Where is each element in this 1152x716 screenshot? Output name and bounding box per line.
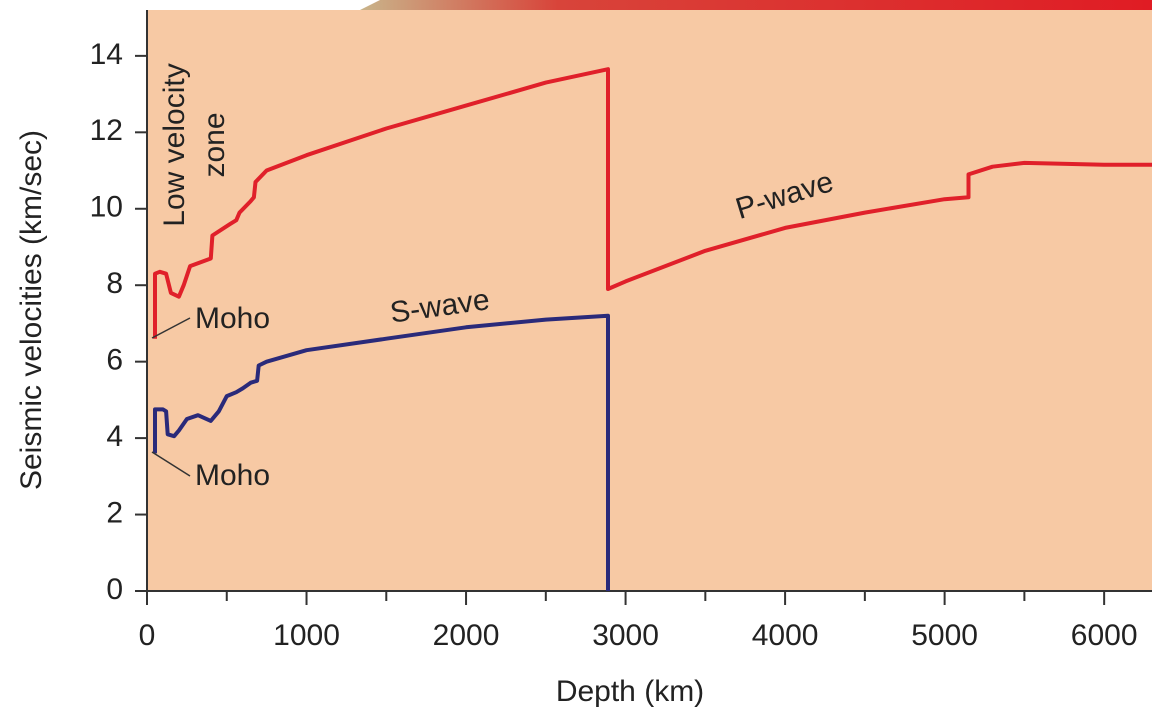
x-tick-label: 3000 — [592, 619, 659, 652]
x-tick-label: 2000 — [433, 619, 500, 652]
page: {"chart_data": { "type": "line", "xlabel… — [0, 0, 1152, 716]
annotation: Moho — [195, 302, 270, 335]
y-tick-label: 2 — [106, 496, 123, 529]
annotation: Low velocity — [158, 63, 191, 226]
x-tick-label: 1000 — [273, 619, 340, 652]
y-tick-label: 8 — [106, 267, 123, 300]
y-tick-label: 14 — [90, 38, 123, 71]
x-tick-label: 0 — [139, 619, 156, 652]
annotation: Moho — [195, 459, 270, 492]
annotation: zone — [198, 112, 231, 177]
y-tick-label: 10 — [90, 191, 123, 224]
x-tick-label: 6000 — [1071, 619, 1138, 652]
x-axis-title: Depth (km) — [556, 675, 704, 708]
y-tick-label: 0 — [106, 573, 123, 606]
y-tick-label: 6 — [106, 344, 123, 377]
plot-area — [147, 10, 1152, 591]
y-axis-title: Seismic velocities (km/sec) — [15, 130, 48, 490]
x-tick-label: 5000 — [911, 619, 978, 652]
x-tick-label: 4000 — [752, 619, 819, 652]
decorative-band — [360, 0, 1152, 10]
y-tick-label: 12 — [90, 114, 123, 147]
y-tick-label: 4 — [106, 420, 123, 453]
chart: Depth (km) Seismic velocities (km/sec) 0… — [0, 0, 1152, 716]
